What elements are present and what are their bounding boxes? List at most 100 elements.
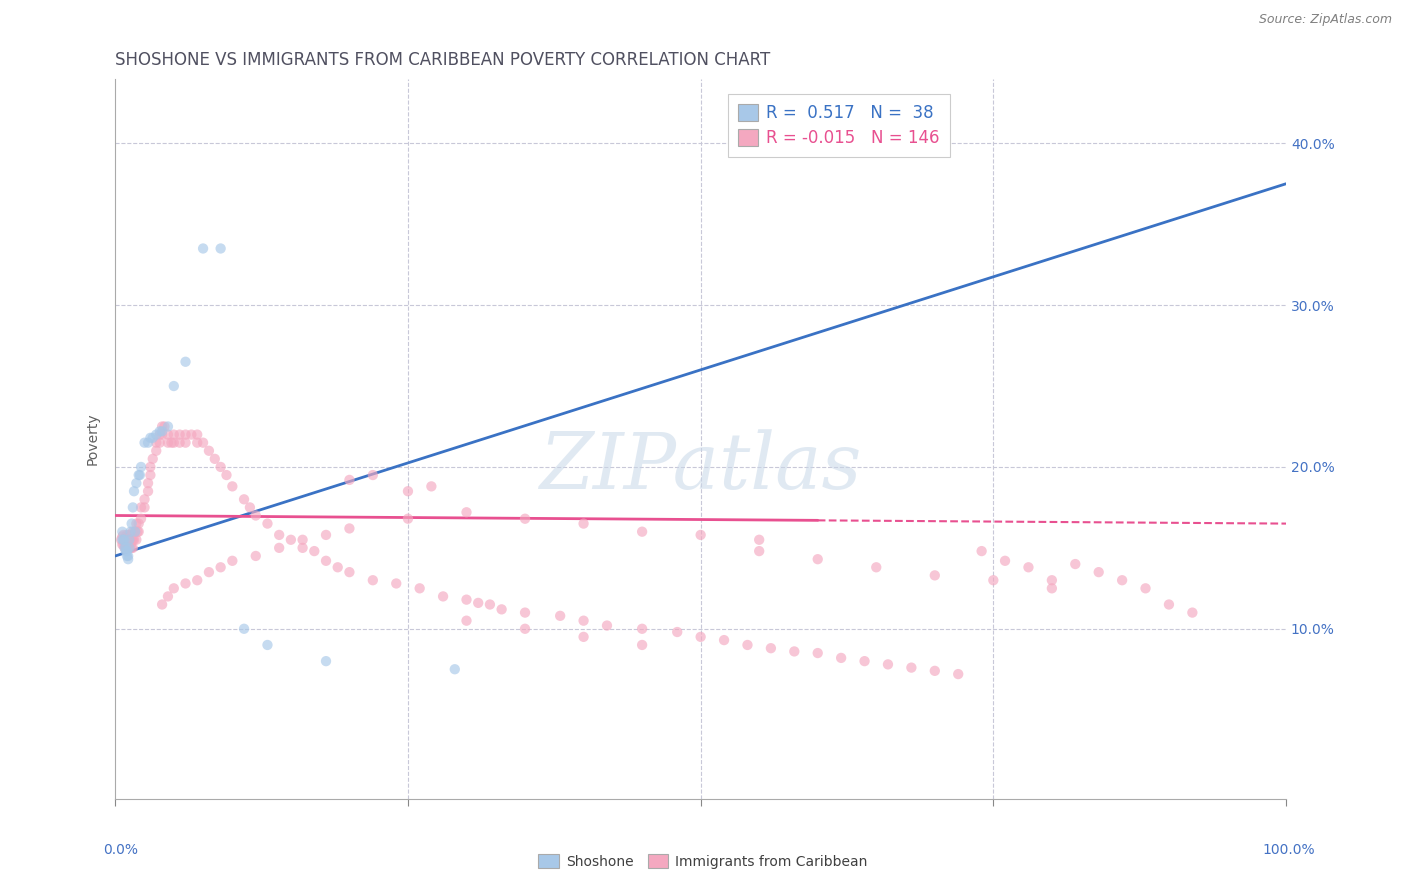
Point: [118, 541, 141, 555]
Point: [877, 657, 900, 672]
Point: [114, 541, 136, 555]
Point: [548, 608, 571, 623]
Point: [121, 516, 143, 531]
Point: [853, 654, 876, 668]
Point: [169, 435, 191, 450]
Point: [666, 625, 689, 640]
Point: [948, 667, 970, 681]
Point: [339, 473, 361, 487]
Point: [118, 538, 141, 552]
Point: [221, 479, 243, 493]
Point: [970, 544, 993, 558]
Point: [117, 552, 139, 566]
Point: [513, 512, 536, 526]
Point: [315, 528, 337, 542]
Point: [291, 533, 314, 547]
Text: ZIPatlas: ZIPatlas: [540, 429, 862, 506]
Point: [1040, 582, 1063, 596]
Point: [149, 427, 172, 442]
Point: [124, 524, 146, 539]
Point: [149, 435, 172, 450]
Point: [125, 516, 148, 531]
Point: [111, 529, 134, 543]
Point: [117, 533, 139, 547]
Point: [156, 435, 179, 450]
Point: [142, 431, 165, 445]
Point: [233, 622, 256, 636]
Point: [139, 431, 162, 445]
Point: [122, 484, 145, 499]
Point: [117, 541, 139, 555]
Point: [737, 638, 759, 652]
Point: [114, 536, 136, 550]
Point: [291, 541, 314, 555]
Point: [121, 533, 143, 547]
Point: [115, 541, 138, 555]
Point: [180, 427, 202, 442]
Point: [256, 638, 278, 652]
Point: [114, 533, 136, 547]
Point: [596, 618, 619, 632]
Point: [1040, 573, 1063, 587]
Point: [408, 582, 430, 596]
Point: [981, 573, 1004, 587]
Point: [117, 549, 139, 563]
Point: [163, 582, 186, 596]
Point: [385, 576, 408, 591]
Point: [163, 427, 186, 442]
Point: [198, 443, 221, 458]
Y-axis label: Poverty: Poverty: [86, 412, 100, 465]
Point: [115, 544, 138, 558]
Point: [174, 427, 197, 442]
Text: 0.0%: 0.0%: [103, 843, 138, 857]
Point: [491, 602, 513, 616]
Point: [396, 484, 419, 499]
Point: [443, 662, 465, 676]
Point: [631, 622, 654, 636]
Point: [114, 541, 136, 555]
Point: [136, 435, 159, 450]
Point: [129, 500, 152, 515]
Point: [221, 554, 243, 568]
Point: [114, 533, 136, 547]
Point: [865, 560, 887, 574]
Point: [134, 492, 156, 507]
Point: [136, 484, 159, 499]
Point: [134, 435, 156, 450]
Point: [153, 419, 176, 434]
Point: [112, 533, 135, 547]
Point: [572, 614, 595, 628]
Point: [924, 664, 946, 678]
Point: [139, 468, 162, 483]
Point: [142, 451, 165, 466]
Point: [128, 468, 150, 483]
Text: Source: ZipAtlas.com: Source: ZipAtlas.com: [1258, 13, 1392, 27]
Point: [120, 533, 142, 547]
Point: [198, 565, 221, 579]
Point: [1064, 557, 1087, 571]
Point: [1181, 606, 1204, 620]
Point: [115, 549, 138, 563]
Point: [114, 544, 136, 558]
Point: [121, 541, 143, 555]
Point: [145, 435, 167, 450]
Point: [125, 476, 148, 491]
Point: [280, 533, 302, 547]
Point: [112, 528, 135, 542]
Text: 100.0%: 100.0%: [1263, 843, 1315, 857]
Point: [361, 468, 384, 483]
Point: [150, 425, 173, 439]
Point: [209, 242, 232, 256]
Point: [748, 533, 770, 547]
Point: [233, 492, 256, 507]
Point: [239, 500, 262, 515]
Point: [163, 379, 186, 393]
Point: [209, 560, 232, 574]
Point: [339, 565, 361, 579]
Point: [114, 541, 136, 555]
Point: [114, 541, 136, 555]
Point: [115, 528, 138, 542]
Point: [830, 651, 852, 665]
Point: [396, 512, 419, 526]
Point: [127, 524, 149, 539]
